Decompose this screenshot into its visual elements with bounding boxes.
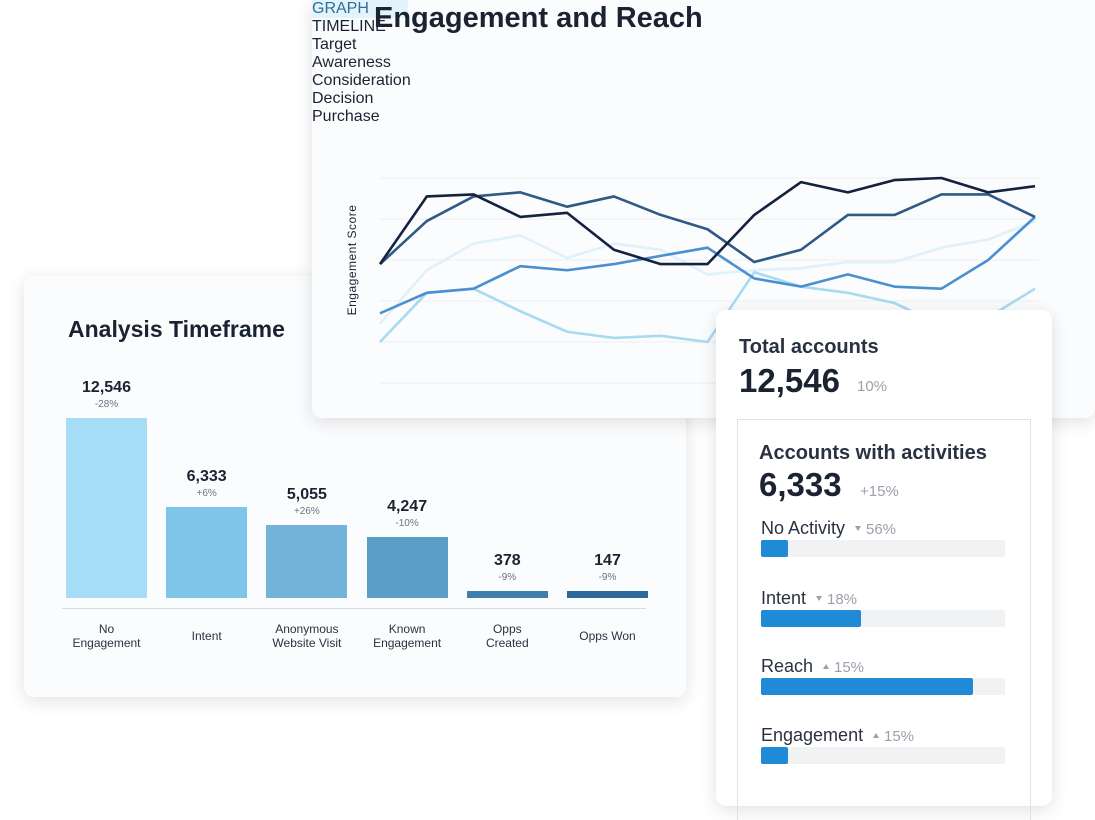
baseline [62, 608, 646, 609]
accounts-card: Total accounts 12,546 10% Accounts with … [716, 310, 1052, 820]
trend-arrow [823, 664, 829, 669]
progress-track [761, 540, 1005, 557]
progress-track [761, 610, 1005, 627]
legend-item: Decision [312, 90, 1095, 108]
chart-title: Engagement and Reach [374, 2, 703, 34]
row-name: Intent [761, 588, 807, 608]
x-tick-label: Opps Created [485, 622, 529, 650]
change-label: -9% [498, 572, 517, 583]
change-label: +26% [293, 506, 320, 518]
row-change: 18% [827, 591, 858, 608]
legend-label: Purchase [312, 108, 380, 125]
x-tick-label: Anonymous Website Visit [272, 622, 342, 650]
y-axis-label: Engagement Score [345, 204, 359, 316]
change-label: -9% [598, 572, 617, 583]
value-label: 147 [594, 552, 621, 569]
change-label: -10% [395, 518, 419, 530]
legend-label: Decision [312, 90, 374, 107]
bar [266, 525, 348, 598]
legend-item: Consideration [312, 72, 1095, 90]
value-label: 12,546 [82, 379, 131, 396]
value-label: 5,055 [286, 486, 327, 504]
legend-item: Awareness [312, 54, 1095, 72]
legend-label: Target [312, 36, 357, 53]
progress-fill [761, 610, 862, 627]
trend-arrow [855, 526, 861, 531]
legend-item: Target [312, 36, 1095, 54]
row-name: Reach [761, 656, 814, 676]
progress-track [761, 747, 1005, 764]
change-label: -28% [94, 399, 119, 410]
row-name: No Activity [761, 518, 846, 538]
row-change: 15% [884, 728, 915, 745]
tab[interactable]: TIMELINE [312, 18, 386, 35]
engagement-card: Engagement and Reach GRAPH TIMELINE Target… [312, 0, 1095, 418]
bar [466, 591, 548, 598]
row-change: 56% [866, 521, 897, 538]
progress-fill [761, 540, 788, 557]
legend-label: Consideration [312, 72, 411, 89]
trend-arrow [816, 596, 822, 601]
progress-fill [761, 678, 974, 695]
activities-change: +15% [860, 483, 899, 500]
row-change: 15% [834, 659, 865, 676]
progress-track [761, 678, 1005, 695]
legend-item: Purchase [312, 108, 1095, 126]
x-tick-label: Opps Won [579, 629, 636, 643]
tab[interactable]: GRAPH [312, 0, 408, 18]
x-tick-label: Intent [191, 629, 222, 643]
value-label: 6,333 [186, 468, 227, 486]
row-name: Engagement [761, 725, 864, 745]
total-change: 10% [857, 378, 888, 395]
activities-value: 6,333 [759, 466, 842, 503]
legend-label: Awareness [312, 54, 391, 71]
bar [567, 591, 648, 598]
activities-title: Accounts with activities [759, 442, 987, 464]
line-series [379, 219, 1036, 325]
total-value: 12,546 [739, 362, 840, 399]
value-label: 4,247 [387, 498, 428, 516]
line-series [379, 215, 1036, 315]
x-tick-label: No Engagement [72, 622, 141, 650]
activities-box: Accounts with activities 6,333 +15% No A… [737, 419, 1031, 820]
x-tick-label: Known Engagement [373, 622, 442, 650]
change-label: +6% [196, 488, 217, 500]
bar [66, 418, 147, 598]
bar [166, 507, 248, 598]
progress-fill [761, 747, 788, 764]
bar [366, 537, 448, 598]
line-series [378, 176, 1036, 266]
chart-title: Analysis Timeframe [68, 316, 285, 342]
trend-arrow [873, 733, 879, 738]
total-label: Total accounts [739, 336, 879, 358]
value-label: 378 [493, 552, 521, 569]
line-series [379, 191, 1036, 266]
